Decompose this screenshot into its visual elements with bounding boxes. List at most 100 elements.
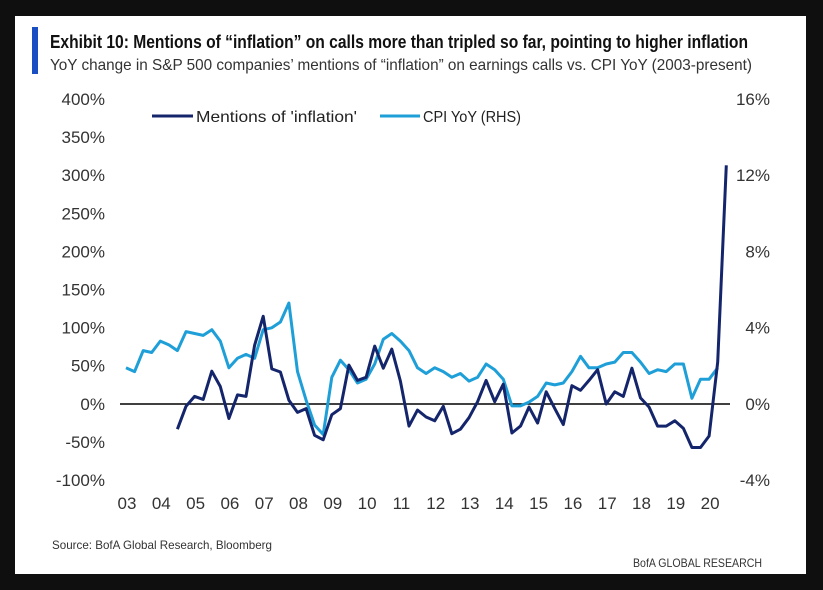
chart-title: Exhibit 10: Mentions of “inflation” on c… — [50, 32, 748, 52]
right-tick-label: 8% — [745, 242, 770, 261]
mentions-point — [330, 413, 333, 416]
cpi-point — [287, 301, 290, 304]
cpi-point — [708, 378, 711, 381]
mentions-point — [373, 345, 376, 348]
mentions-point — [708, 435, 711, 438]
mentions-point — [193, 395, 196, 398]
cpi-point — [450, 376, 453, 379]
cpi-point — [227, 366, 230, 369]
cpi-point — [416, 366, 419, 369]
cpi-point — [510, 404, 513, 407]
mentions-point — [579, 389, 582, 392]
mentions-point — [485, 379, 488, 382]
cpi-point — [305, 399, 308, 402]
cpi-point — [159, 340, 162, 343]
cpi-point — [648, 372, 651, 375]
cpi-point — [536, 395, 539, 398]
cpi-point — [373, 362, 376, 365]
mentions-point — [442, 405, 445, 408]
cpi-point — [296, 370, 299, 373]
mentions-point — [347, 364, 350, 367]
cpi-point — [699, 378, 702, 381]
mentions-point — [639, 396, 642, 399]
cpi-point — [588, 366, 591, 369]
brand-footer: BofA GLOBAL RESEARCH — [633, 556, 762, 570]
x-tick-label: 08 — [289, 494, 308, 513]
cpi-point — [322, 433, 325, 436]
mentions-point — [262, 315, 265, 318]
left-tick-label: 250% — [62, 204, 105, 223]
cpi-point — [528, 401, 531, 404]
cpi-point — [202, 334, 205, 337]
right-axis: 16% 12% 8% 4% 0% -4% — [736, 90, 770, 490]
mentions-point — [528, 406, 531, 409]
legend: Mentions of 'inflation' CPI YoY (RHS) — [152, 109, 521, 126]
x-tick-label: 18 — [632, 494, 651, 513]
mentions-point — [313, 434, 316, 437]
mentions-point — [476, 400, 479, 403]
mentions-point — [510, 431, 513, 434]
x-tick-label: 05 — [186, 494, 205, 513]
cpi-point — [493, 368, 496, 371]
cpi-point — [502, 378, 505, 381]
cpi-point — [245, 353, 248, 356]
cpi-point — [716, 366, 719, 369]
chart-panel — [15, 16, 806, 574]
right-tick-label: 0% — [745, 395, 770, 414]
left-tick-label: 50% — [71, 357, 105, 376]
legend-label-cpi: CPI YoY (RHS) — [423, 109, 521, 126]
cpi-point — [210, 328, 213, 331]
cpi-point — [545, 382, 548, 385]
cpi-point — [433, 366, 436, 369]
mentions-point — [287, 399, 290, 402]
mentions-point — [245, 395, 248, 398]
cpi-point — [262, 328, 265, 331]
cpi-point — [639, 361, 642, 364]
mentions-point — [562, 423, 565, 426]
cpi-point — [553, 383, 556, 386]
mentions-point — [399, 380, 402, 383]
cpi-point — [176, 349, 179, 352]
mentions-point — [545, 390, 548, 393]
mentions-point — [648, 406, 651, 409]
mentions-point — [279, 370, 282, 373]
mentions-point — [605, 403, 608, 406]
cpi-point — [390, 332, 393, 335]
mentions-point — [365, 376, 368, 379]
cpi-point — [125, 366, 128, 369]
mentions-point — [519, 425, 522, 428]
x-tick-label: 11 — [393, 494, 411, 513]
series-cpi-line — [125, 301, 719, 436]
mentions-point — [305, 407, 308, 410]
x-tick-label: 16 — [563, 494, 582, 513]
cpi-point — [485, 362, 488, 365]
x-axis: 03 04 05 06 07 08 09 10 11 12 13 14 15 16 17 18 19 20 — [118, 494, 720, 513]
cpi-point — [270, 326, 273, 329]
left-tick-label: -100% — [56, 471, 105, 490]
mentions-point — [553, 407, 556, 410]
mentions-point — [176, 428, 179, 431]
cpi-point — [399, 340, 402, 343]
cpi-point — [279, 321, 282, 324]
right-tick-label: 12% — [736, 166, 770, 185]
left-tick-label: 0% — [80, 395, 105, 414]
mentions-point — [219, 385, 222, 388]
mentions-point — [322, 438, 325, 441]
x-tick-label: 19 — [666, 494, 685, 513]
x-tick-label: 04 — [152, 494, 171, 513]
cpi-point — [579, 355, 582, 358]
cpi-point — [562, 382, 565, 385]
left-tick-label: 100% — [62, 319, 105, 338]
cpi-point — [347, 368, 350, 371]
cpi-point — [185, 330, 188, 333]
cpi-point — [476, 376, 479, 379]
cpi-point — [193, 332, 196, 335]
mentions-point — [356, 379, 359, 382]
cpi-point — [613, 361, 616, 364]
cpi-point — [519, 404, 522, 407]
right-tick-label: -4% — [740, 471, 770, 490]
cpi-point — [425, 372, 428, 375]
cpi-point — [313, 423, 316, 426]
cpi-point — [150, 351, 153, 354]
